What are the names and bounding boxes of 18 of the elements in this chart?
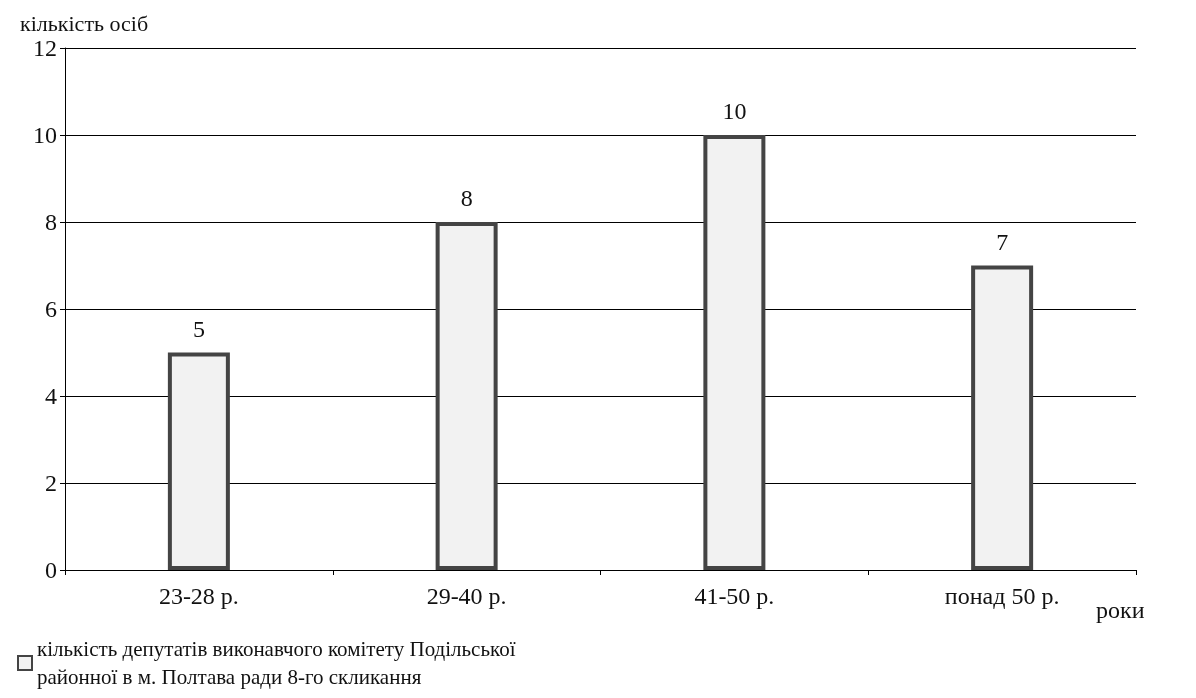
y-tick-label: 8 — [45, 209, 57, 235]
x-axis-title: роки — [1096, 597, 1145, 623]
y-tick-label: 4 — [45, 383, 57, 409]
y-tick-label: 6 — [45, 296, 57, 322]
y-tick-label: 12 — [33, 35, 57, 61]
x-tick-label: 41-50 р. — [694, 583, 775, 609]
y-tick-label: 2 — [45, 470, 57, 496]
data-label: 10 — [722, 98, 747, 124]
x-tick-label: 29-40 р. — [426, 583, 507, 609]
x-tick-label: понад 50 р. — [944, 583, 1060, 609]
y-tick-label: 10 — [33, 122, 57, 148]
data-label: 5 — [192, 315, 205, 342]
y-tick-label: 0 — [45, 557, 57, 583]
data-label: 7 — [996, 228, 1009, 255]
x-tick-label: 23-28 р. — [158, 583, 239, 609]
legend-label: кількість депутатів виконавчого комітету Подільської районної в м. Полтава ради 8-го скликання — [37, 637, 521, 689]
y-axis-title: кількість осіб — [20, 10, 149, 36]
data-label: 8 — [460, 185, 473, 211]
